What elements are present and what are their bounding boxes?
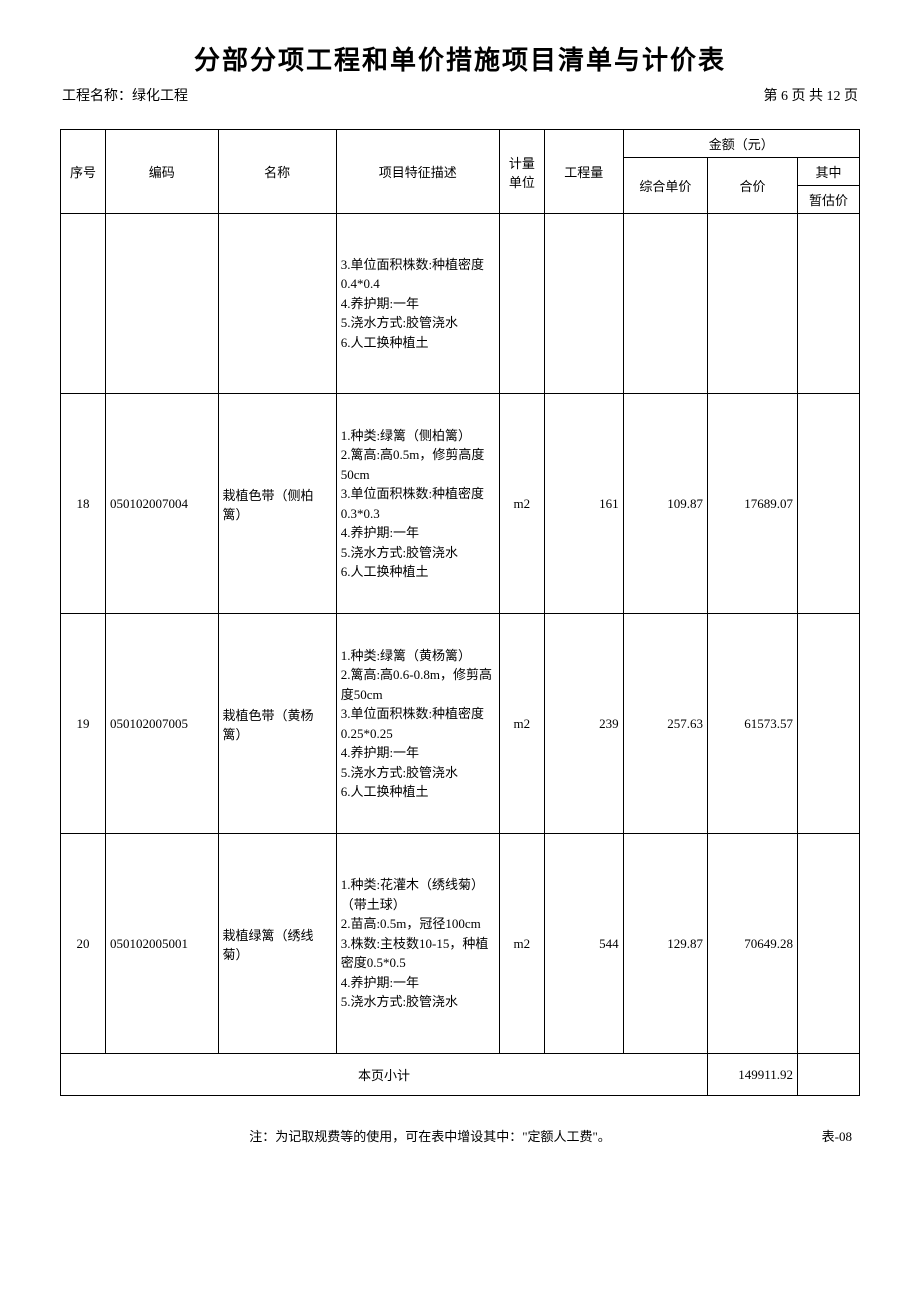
cell-estimate (798, 614, 860, 834)
header-estimate: 暂估价 (798, 186, 860, 214)
table-row: 18 050102007004 栽植色带（侧柏篱） 1.种类:绿篱（侧柏篱）2.… (61, 394, 860, 614)
header-amount-group: 金额（元） (623, 130, 859, 158)
cell-unit-price (623, 214, 707, 394)
project-name: 工程名称：绿化工程 (62, 85, 188, 105)
cell-unit: m2 (499, 834, 544, 1054)
cell-total: 61573.57 (708, 614, 798, 834)
footnote-row: 注：为记取规费等的使用，可在表中增设其中："定额人工费"。 表-08 (60, 1126, 860, 1145)
cell-desc: 1.种类:绿篱（侧柏篱）2.篱高:高0.5m，修剪高度50cm3.单位面积株数:… (336, 394, 499, 614)
cell-desc: 1.种类:绿篱（黄杨篱）2.篱高:高0.6-0.8m，修剪高度50cm3.单位面… (336, 614, 499, 834)
form-number: 表-08 (792, 1126, 852, 1145)
subtotal-estimate (798, 1054, 860, 1096)
cell-name (218, 214, 336, 394)
cell-code (106, 214, 219, 394)
header-seq: 序号 (61, 130, 106, 214)
cell-qty: 239 (544, 614, 623, 834)
header-of-which: 其中 (798, 158, 860, 186)
cell-total: 17689.07 (708, 394, 798, 614)
cell-seq: 19 (61, 614, 106, 834)
cell-unit-price: 257.63 (623, 614, 707, 834)
cell-code: 050102007005 (106, 614, 219, 834)
cell-code: 050102005001 (106, 834, 219, 1054)
cell-unit-price: 109.87 (623, 394, 707, 614)
page-info: 第 6 页 共 12 页 (764, 85, 859, 105)
header-name: 名称 (218, 130, 336, 214)
table-row: 20 050102005001 栽植绿篱（绣线菊） 1.种类:花灌木（绣线菊）（… (61, 834, 860, 1054)
cell-name: 栽植绿篱（绣线菊） (218, 834, 336, 1054)
table-row: 19 050102007005 栽植色带（黄杨篱） 1.种类:绿篱（黄杨篱）2.… (61, 614, 860, 834)
cell-seq (61, 214, 106, 394)
cell-qty (544, 214, 623, 394)
cell-seq: 20 (61, 834, 106, 1054)
header-qty: 工程量 (544, 130, 623, 214)
cell-unit: m2 (499, 614, 544, 834)
cell-unit-price: 129.87 (623, 834, 707, 1054)
cell-desc: 1.种类:花灌木（绣线菊）（带土球）2.苗高:0.5m，冠径100cm3.株数:… (336, 834, 499, 1054)
cell-estimate (798, 214, 860, 394)
cell-seq: 18 (61, 394, 106, 614)
header-code: 编码 (106, 130, 219, 214)
cell-unit: m2 (499, 394, 544, 614)
footnote-note: 注：为记取规费等的使用，可在表中增设其中："定额人工费"。 (68, 1126, 792, 1145)
subtotal-row: 本页小计 149911.92 (61, 1054, 860, 1096)
meta-row: 工程名称：绿化工程 第 6 页 共 12 页 (60, 85, 860, 105)
cell-desc: 3.单位面积株数:种植密度0.4*0.44.养护期:一年5.浇水方式:胶管浇水6… (336, 214, 499, 394)
cell-unit (499, 214, 544, 394)
cell-code: 050102007004 (106, 394, 219, 614)
table-row: 3.单位面积株数:种植密度0.4*0.44.养护期:一年5.浇水方式:胶管浇水6… (61, 214, 860, 394)
subtotal-total: 149911.92 (708, 1054, 798, 1096)
header-unit-price: 综合单价 (623, 158, 707, 214)
page-title: 分部分项工程和单价措施项目清单与计价表 (60, 40, 860, 77)
header-total: 合价 (708, 158, 798, 214)
cell-total: 70649.28 (708, 834, 798, 1054)
header-unit: 计量单位 (499, 130, 544, 214)
subtotal-label: 本页小计 (61, 1054, 708, 1096)
cell-qty: 161 (544, 394, 623, 614)
cell-name: 栽植色带（黄杨篱） (218, 614, 336, 834)
cell-estimate (798, 394, 860, 614)
cell-qty: 544 (544, 834, 623, 1054)
table-header: 序号 编码 名称 项目特征描述 计量单位 工程量 金额（元） 综合单价 合价 其… (61, 130, 860, 214)
cell-estimate (798, 834, 860, 1054)
cell-total (708, 214, 798, 394)
cell-name: 栽植色带（侧柏篱） (218, 394, 336, 614)
header-desc: 项目特征描述 (336, 130, 499, 214)
pricing-table: 序号 编码 名称 项目特征描述 计量单位 工程量 金额（元） 综合单价 合价 其… (60, 129, 860, 1096)
